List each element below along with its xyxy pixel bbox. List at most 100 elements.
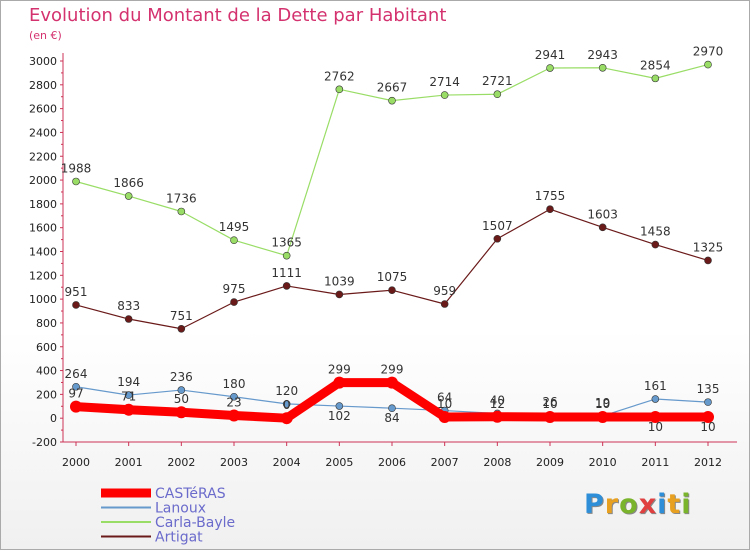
y-tick-label: 1400 <box>29 246 57 259</box>
data-label: 10 <box>700 420 715 434</box>
x-tick-label: 2004 <box>273 456 301 469</box>
data-point <box>282 282 291 290</box>
data-label: 1365 <box>271 236 302 250</box>
data-point <box>440 300 449 308</box>
x-tick-label: 2007 <box>431 456 459 469</box>
data-point <box>230 236 238 244</box>
y-tick-label: 2400 <box>29 126 57 139</box>
data-label: 1988 <box>61 161 92 175</box>
data-point <box>388 404 396 412</box>
x-tick-label: 2008 <box>483 456 511 469</box>
data-point <box>177 207 186 216</box>
data-label: 833 <box>117 299 140 313</box>
data-label: 194 <box>117 375 140 389</box>
data-label: 1111 <box>271 266 302 280</box>
data-label: 975 <box>223 282 246 296</box>
data-point <box>651 395 660 403</box>
data-label: 10 <box>648 420 663 434</box>
data-point <box>230 392 238 401</box>
y-tick-label: 3000 <box>29 55 57 68</box>
data-point <box>177 386 186 394</box>
data-label: 236 <box>170 370 193 384</box>
data-label: 26 <box>542 395 557 409</box>
logo-letter: i <box>681 489 692 520</box>
data-point <box>544 410 556 423</box>
y-tick-label: 2000 <box>29 174 57 187</box>
data-label: 2970 <box>693 45 724 59</box>
data-point <box>491 410 504 423</box>
data-point <box>335 85 344 94</box>
x-tick-label: 2005 <box>325 456 353 469</box>
data-point <box>280 412 293 425</box>
data-point <box>124 192 133 200</box>
logo-letter: o <box>619 489 639 520</box>
data-point <box>124 315 133 323</box>
y-tick-label: 400 <box>36 365 57 378</box>
y-tick-label: 1200 <box>29 269 57 282</box>
data-label: 1495 <box>219 220 250 234</box>
data-point <box>493 234 502 243</box>
data-point <box>72 382 80 391</box>
x-tick-label: 2001 <box>115 456 143 469</box>
data-point <box>493 90 502 99</box>
logo-letter: i <box>657 489 668 520</box>
data-label: 10 <box>595 397 610 411</box>
data-point <box>177 324 186 333</box>
data-point <box>335 402 344 410</box>
x-tick-label: 2000 <box>62 456 90 469</box>
x-tick-label: 2003 <box>220 456 248 469</box>
data-label: 64 <box>437 391 452 405</box>
y-tick-label: 200 <box>36 388 57 401</box>
data-point <box>333 376 346 389</box>
x-tick-label: 2002 <box>167 456 195 469</box>
data-point <box>124 391 133 399</box>
logo-letter: P <box>584 489 605 520</box>
data-label: 959 <box>433 284 456 298</box>
x-tick-label: 2010 <box>589 456 617 469</box>
chart-unit-label: (en €) <box>29 29 62 42</box>
x-tick-label: 2006 <box>378 456 406 469</box>
y-tick-label: 1600 <box>29 222 57 235</box>
logo-letter: x <box>638 489 658 520</box>
data-label: 97 <box>68 387 83 401</box>
data-label: 1736 <box>166 191 197 205</box>
data-label: 135 <box>697 382 720 396</box>
legend-label: Lanoux <box>155 501 206 517</box>
data-label: 10 <box>542 397 557 411</box>
y-tick-label: 2200 <box>29 150 57 163</box>
data-label: 0 <box>283 398 291 412</box>
data-point <box>440 91 449 99</box>
data-label: 1755 <box>535 189 566 203</box>
y-tick-label: 1800 <box>29 198 57 211</box>
data-point <box>335 290 344 299</box>
data-point <box>546 64 554 72</box>
data-point <box>386 376 398 389</box>
data-label: 2943 <box>587 48 618 62</box>
logo-letter: r <box>604 489 620 520</box>
y-tick-label: 800 <box>36 317 57 330</box>
data-label: 2667 <box>377 81 408 95</box>
data-label: 1075 <box>377 270 408 284</box>
data-point <box>70 400 82 413</box>
data-label: 299 <box>328 363 351 377</box>
data-point <box>282 400 291 408</box>
data-point <box>175 406 188 419</box>
data-point <box>388 286 396 294</box>
logo-letter: t <box>667 489 682 520</box>
data-label: 40 <box>490 393 505 407</box>
data-point <box>704 398 712 406</box>
data-point <box>72 301 80 309</box>
proxiti-logo: Proxiti <box>584 489 692 520</box>
data-label: 10 <box>437 397 452 411</box>
data-point <box>651 240 660 249</box>
y-tick-label: 1000 <box>29 293 57 306</box>
data-point <box>598 223 607 232</box>
data-label: 2762 <box>324 69 355 83</box>
x-tick-label: 2011 <box>641 456 669 469</box>
y-tick-label: 2800 <box>29 79 57 92</box>
data-point <box>230 298 238 306</box>
data-label: 2714 <box>429 75 460 89</box>
data-label: 1866 <box>113 176 144 190</box>
data-label: 264 <box>65 367 88 381</box>
